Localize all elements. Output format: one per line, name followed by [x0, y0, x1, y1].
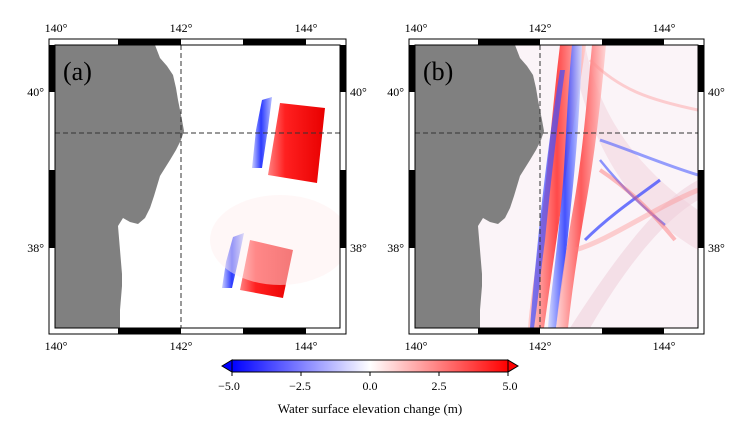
colorbar-gradient — [231, 359, 509, 373]
panel-b-lon-tick-142: 142° — [529, 21, 552, 35]
panel-a-frame — [48, 38, 347, 335]
panel-a-lon-tick-142-bottom: 142° — [170, 339, 193, 353]
panel-b-lon-tick-144-bottom: 144° — [653, 339, 676, 353]
panel-b-lon-tick-144: 144° — [653, 21, 676, 35]
panel-b-land — [415, 45, 544, 328]
panel-b-lon-tick-142-bottom: 142° — [529, 339, 552, 353]
panel-b-lat-tick-40-left: 40° — [387, 85, 404, 99]
panel-b: (b) 140° 142° 144° 140° 142° 144° 40° 38… — [387, 21, 725, 353]
panel-a-label: (a) — [63, 57, 92, 86]
panel-a: (a) 140° 142° 144° 140° 142° 144° 40° 38… — [27, 21, 367, 353]
source-north — [252, 97, 325, 183]
colorbar-tick-neg5: −5.0 — [218, 379, 240, 393]
colorbar-tick-marks — [231, 372, 509, 376]
colorbar-tick-0: 0.0 — [363, 379, 378, 393]
panel-b-frame — [408, 38, 705, 335]
colorbar-tick-2_5: 2.5 — [432, 379, 447, 393]
colorbar-max-triangle — [507, 359, 519, 373]
panel-a-lat-tick-38-left: 38° — [27, 241, 44, 255]
panel-b-label: (b) — [423, 57, 453, 86]
panel-a-lon-tick-140: 140° — [45, 21, 68, 35]
panel-a-land — [55, 45, 184, 328]
panel-b-lat-tick-40-right: 40° — [708, 85, 725, 99]
panel-a-lon-tick-140-bottom: 140° — [45, 339, 68, 353]
panel-b-lat-tick-38-left: 38° — [387, 241, 404, 255]
panel-a-lat-tick-38-right: 38° — [350, 241, 367, 255]
panel-b-lon-tick-140: 140° — [405, 21, 428, 35]
colorbar-title: Water surface elevation change (m) — [278, 401, 462, 416]
panel-b-lon-tick-140-bottom: 140° — [405, 339, 428, 353]
colorbar-tick-neg2_5: −2.5 — [289, 379, 311, 393]
panel-a-lon-tick-144: 144° — [295, 21, 318, 35]
colorbar: −5.0 −2.5 0.0 2.5 5.0 Water surface elev… — [218, 359, 519, 416]
panel-a-lat-tick-40-left: 40° — [27, 85, 44, 99]
panel-b-lat-tick-38-right: 38° — [708, 241, 725, 255]
panel-a-lon-tick-142: 142° — [170, 21, 193, 35]
colorbar-tick-5: 5.0 — [503, 379, 518, 393]
panel-a-lon-tick-144-bottom: 144° — [295, 339, 318, 353]
panel-a-lat-tick-40-right: 40° — [350, 85, 367, 99]
colorbar-min-triangle — [221, 359, 233, 373]
